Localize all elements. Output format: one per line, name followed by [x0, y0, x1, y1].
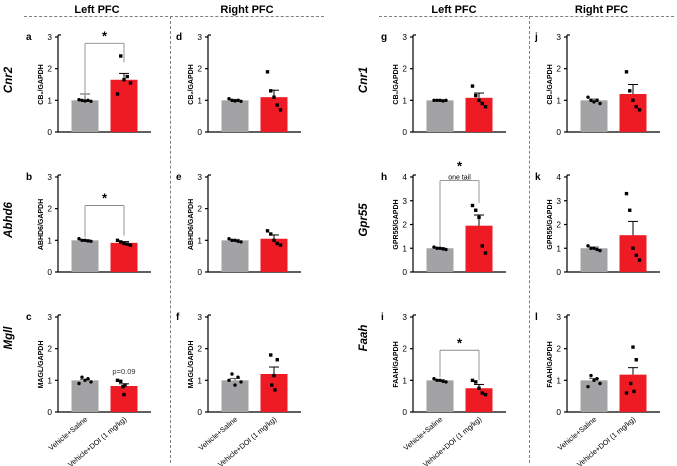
svg-text:0: 0: [197, 267, 202, 277]
svg-text:c: c: [26, 312, 32, 323]
svg-text:2: 2: [47, 204, 52, 214]
svg-text:MAGL/GAPDH: MAGL/GAPDH: [38, 341, 45, 389]
svg-text:0: 0: [197, 127, 202, 137]
svg-text:Abhd6: Abhd6: [3, 202, 15, 239]
svg-text:ABHD6/GAPDH: ABHD6/GAPDH: [38, 199, 45, 250]
svg-text:0: 0: [47, 407, 52, 417]
svg-text:CB₂/GAPDH: CB₂/GAPDH: [38, 64, 45, 104]
svg-text:h: h: [381, 172, 387, 183]
svg-text:2: 2: [197, 204, 202, 214]
svg-text:1: 1: [47, 235, 52, 245]
svg-text:0: 0: [402, 407, 407, 417]
svg-text:0: 0: [402, 267, 407, 277]
svg-text:CB₁/GAPDH: CB₁/GAPDH: [547, 64, 554, 104]
svg-text:1: 1: [556, 243, 561, 253]
svg-text:3: 3: [197, 172, 202, 182]
svg-text:1: 1: [197, 375, 202, 385]
svg-text:g: g: [381, 32, 387, 43]
svg-text:3: 3: [197, 312, 202, 322]
svg-text:b: b: [26, 172, 32, 183]
svg-text:GPR55/GAPDH: GPR55/GAPDH: [393, 199, 400, 249]
svg-text:CB₂/GAPDH: CB₂/GAPDH: [188, 64, 195, 104]
svg-text:0: 0: [402, 127, 407, 137]
svg-text:GPR55/GAPDH: GPR55/GAPDH: [547, 199, 554, 249]
svg-text:2: 2: [556, 64, 561, 74]
svg-text:2: 2: [402, 344, 407, 354]
svg-text:Mgll: Mgll: [3, 326, 15, 350]
svg-text:4: 4: [556, 172, 561, 182]
svg-text:0: 0: [556, 407, 561, 417]
svg-text:Gpr55: Gpr55: [358, 203, 370, 237]
svg-text:0: 0: [47, 127, 52, 137]
svg-text:2: 2: [402, 64, 407, 74]
svg-text:3: 3: [197, 32, 202, 42]
svg-text:Cnr2: Cnr2: [3, 66, 15, 93]
svg-text:FAAH/GAPDH: FAAH/GAPDH: [547, 341, 554, 387]
svg-text:3: 3: [47, 312, 52, 322]
svg-text:2: 2: [47, 344, 52, 354]
svg-text:1: 1: [556, 375, 561, 385]
svg-text:d: d: [176, 32, 182, 43]
svg-text:1: 1: [197, 95, 202, 105]
svg-text:3: 3: [402, 196, 407, 206]
svg-text:1: 1: [47, 375, 52, 385]
svg-text:FAAH/GAPDH: FAAH/GAPDH: [393, 341, 400, 387]
svg-text:f: f: [176, 312, 180, 323]
svg-text:*: *: [457, 335, 463, 350]
svg-text:1: 1: [197, 235, 202, 245]
svg-text:e: e: [176, 172, 182, 183]
svg-text:2: 2: [197, 344, 202, 354]
svg-text:*: *: [457, 159, 463, 174]
svg-text:1: 1: [402, 95, 407, 105]
svg-text:a: a: [26, 32, 32, 43]
svg-text:1: 1: [402, 243, 407, 253]
svg-text:3: 3: [402, 32, 407, 42]
svg-text:0: 0: [556, 267, 561, 277]
svg-text:3: 3: [556, 32, 561, 42]
svg-text:3: 3: [556, 196, 561, 206]
svg-text:j: j: [534, 32, 538, 43]
svg-text:ABHD6/GAPDH: ABHD6/GAPDH: [188, 199, 195, 250]
svg-text:one tail: one tail: [448, 175, 471, 182]
svg-text:3: 3: [556, 312, 561, 322]
svg-text:2: 2: [402, 220, 407, 230]
svg-text:p=0.09: p=0.09: [112, 367, 135, 376]
svg-text:3: 3: [47, 32, 52, 42]
svg-text:1: 1: [402, 375, 407, 385]
svg-text:CB₁/GAPDH: CB₁/GAPDH: [393, 64, 400, 104]
svg-text:Faah: Faah: [358, 325, 370, 352]
svg-text:3: 3: [402, 312, 407, 322]
svg-text:2: 2: [47, 64, 52, 74]
svg-text:MAGL/GAPDH: MAGL/GAPDH: [188, 341, 195, 389]
svg-text:2: 2: [556, 220, 561, 230]
svg-text:Cnr1: Cnr1: [358, 67, 370, 93]
svg-text:3: 3: [47, 172, 52, 182]
svg-text:4: 4: [402, 172, 407, 182]
svg-text:l: l: [535, 312, 538, 323]
svg-text:i: i: [381, 312, 384, 323]
svg-text:1: 1: [556, 95, 561, 105]
svg-text:2: 2: [197, 64, 202, 74]
svg-text:0: 0: [556, 127, 561, 137]
svg-text:1: 1: [47, 95, 52, 105]
svg-text:*: *: [102, 28, 108, 43]
svg-text:2: 2: [556, 344, 561, 354]
svg-text:0: 0: [47, 267, 52, 277]
svg-text:*: *: [102, 191, 108, 206]
svg-text:k: k: [535, 172, 541, 183]
svg-text:0: 0: [197, 407, 202, 417]
